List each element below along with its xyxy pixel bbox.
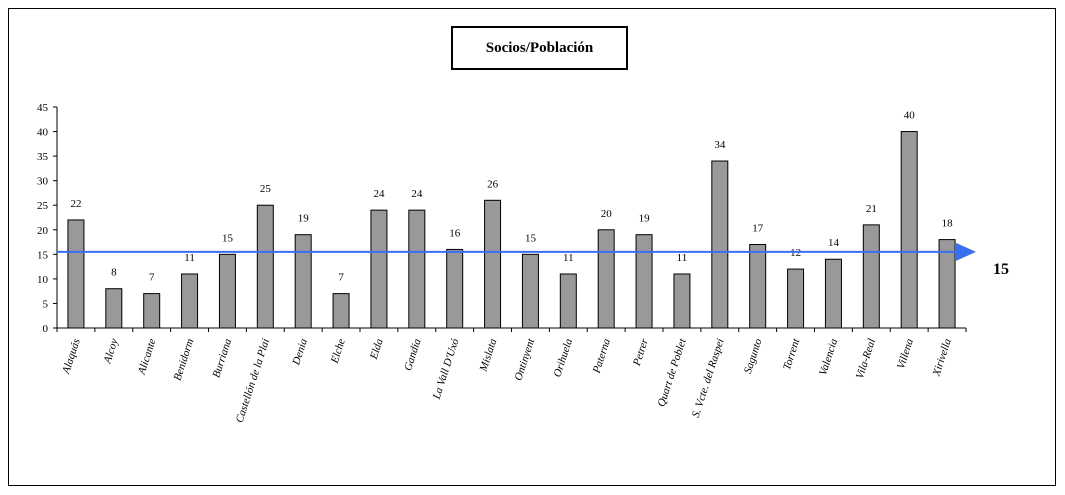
bar <box>446 248 464 329</box>
value-label: 40 <box>904 110 916 122</box>
y-tick-label: 5 <box>43 298 49 310</box>
y-tick-label: 40 <box>37 127 49 139</box>
category-label: Alicante <box>135 337 158 377</box>
value-label: 7 <box>149 272 155 284</box>
category-label: Gandia <box>402 337 424 373</box>
bar <box>559 273 577 329</box>
value-label: 34 <box>714 139 726 151</box>
bar <box>521 253 539 329</box>
x-axis <box>56 327 967 332</box>
category-label: Castellón de la Plai <box>234 337 273 424</box>
value-label: 11 <box>677 252 688 264</box>
bar <box>181 273 199 329</box>
value-label: 15 <box>222 232 234 244</box>
bar <box>900 131 918 329</box>
value-label: 24 <box>411 188 423 200</box>
category-label: Valencia <box>817 337 840 377</box>
bar <box>787 268 805 329</box>
bar <box>938 239 956 329</box>
category-labels: Alaquás Alcoy Alicante Benidorm Burriana Cast… <box>60 336 954 424</box>
category-label: Sagunto <box>742 337 765 375</box>
category-label: Quart de Poblet <box>655 336 689 408</box>
value-label: 19 <box>298 213 310 225</box>
category-label: Alaquás <box>60 337 83 376</box>
category-label: Mislata <box>477 337 499 374</box>
value-label: 18 <box>942 218 954 230</box>
bar <box>862 224 880 329</box>
bar <box>597 229 615 329</box>
value-label: 22 <box>70 198 81 210</box>
bars <box>67 131 956 329</box>
value-label: 19 <box>639 213 651 225</box>
bar <box>408 209 426 329</box>
bar <box>635 234 653 329</box>
category-label: Torrent <box>781 336 803 371</box>
bar <box>370 209 388 329</box>
category-label: Ontinyent <box>512 336 537 382</box>
y-tick-label: 45 <box>37 102 49 114</box>
value-label: 14 <box>828 237 840 249</box>
bar <box>256 204 274 329</box>
value-label: 20 <box>601 208 613 220</box>
y-tick-label: 25 <box>37 200 49 212</box>
category-label: Elda <box>368 337 386 362</box>
category-label: Alcoy <box>101 337 120 366</box>
bar <box>294 234 312 329</box>
bar <box>824 258 842 329</box>
value-label: 12 <box>790 247 801 259</box>
value-label: 7 <box>338 272 344 284</box>
y-tick-label: 20 <box>37 225 49 237</box>
value-label: 11 <box>184 252 195 264</box>
bar <box>673 273 691 329</box>
category-label: Villena <box>895 337 916 371</box>
value-label: 21 <box>866 203 877 215</box>
category-label: La Vall D'Uxó <box>430 337 461 402</box>
y-axis: 0 5 10 15 20 25 30 35 40 45 <box>37 102 58 335</box>
value-labels: 22 8 7 11 15 25 19 7 24 24 16 26 15 11 20 19 11 34 17 12 14 2… <box>70 110 953 284</box>
bar <box>143 293 161 329</box>
bar <box>67 219 85 329</box>
bar <box>711 160 729 329</box>
chart-frame <box>8 8 1056 486</box>
value-label: 24 <box>373 188 385 200</box>
y-tick-label: 30 <box>37 176 49 188</box>
category-label: Vila-Real <box>854 337 878 380</box>
y-tick-label: 35 <box>37 151 49 163</box>
bar <box>105 288 123 329</box>
category-label: Burriana <box>210 337 234 380</box>
y-tick-label: 15 <box>37 249 49 261</box>
category-label: Denia <box>290 337 310 368</box>
bar <box>332 293 350 329</box>
value-label: 15 <box>525 232 537 244</box>
category-label: Elche <box>328 337 347 366</box>
bar <box>218 253 236 329</box>
category-label: Benidorm <box>172 337 197 382</box>
chart-title: Socios/Población <box>451 26 628 70</box>
category-label: Petrer <box>631 337 652 369</box>
value-label: 26 <box>487 178 499 190</box>
y-tick-label: 10 <box>37 274 49 286</box>
reference-label: 15 <box>993 261 1009 278</box>
category-label: Paterna <box>590 337 613 376</box>
reference-arrow <box>956 242 976 261</box>
value-label: 11 <box>563 252 574 264</box>
value-label: 8 <box>111 267 117 279</box>
bar <box>749 244 767 329</box>
y-tick-label: 0 <box>43 323 49 335</box>
value-label: 16 <box>449 227 461 239</box>
bar <box>484 199 502 329</box>
category-label: Orihuela <box>551 337 575 379</box>
value-label: 17 <box>752 223 764 235</box>
category-label: Xirivella <box>930 337 954 379</box>
category-label: S. Vcte. del Raspei <box>690 337 727 419</box>
reference-line-group: 15 <box>57 242 1009 278</box>
value-label: 25 <box>260 183 272 195</box>
